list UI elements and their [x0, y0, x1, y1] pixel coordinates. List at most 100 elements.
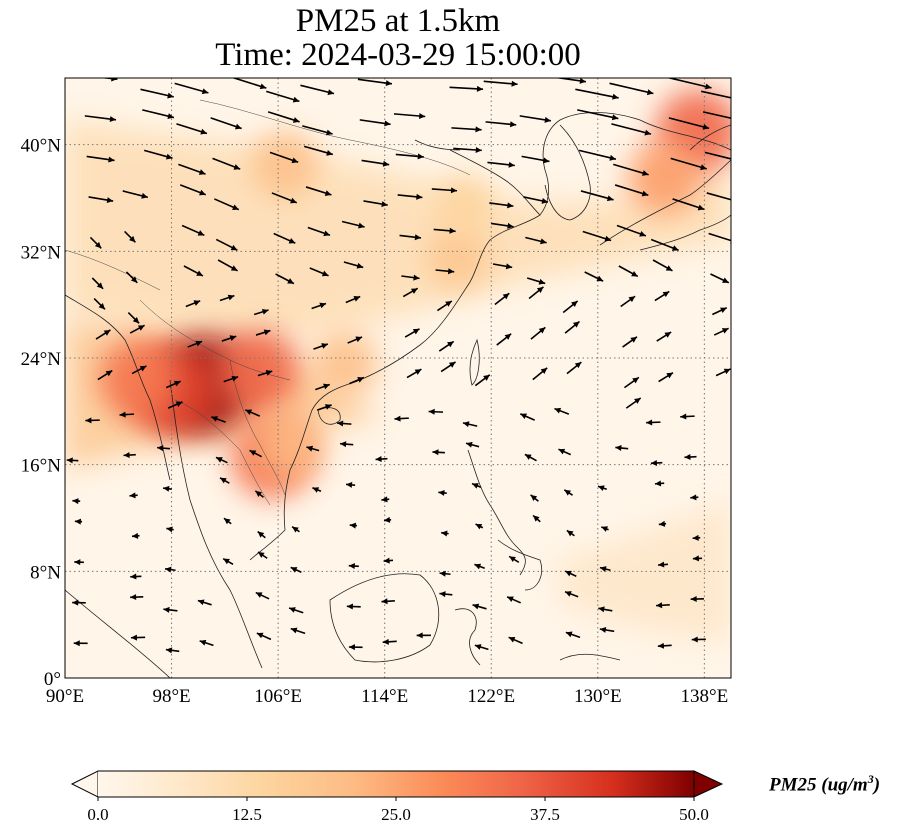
wind-arrow-shaft [554, 78, 587, 83]
wind-arrow-head [684, 453, 691, 460]
wind-arrow-head [449, 227, 456, 234]
wind-arrow-head [94, 241, 102, 249]
wind-arrow-shaft [392, 73, 427, 76]
wind-arrow-head [233, 164, 241, 170]
wind-arrow-head [257, 552, 265, 558]
lat-tick-label: 0° [44, 669, 61, 690]
wind-arrow-head [74, 518, 82, 525]
wind-arrow-head [691, 636, 698, 643]
wind-arrow-head [448, 361, 456, 368]
wind-arrow-head [292, 117, 300, 123]
wind-arrow-head [323, 230, 330, 237]
colorbar-label: PM25 (ug/m3) [769, 772, 881, 796]
wind-arrow-head [475, 126, 482, 133]
wind-arrow-head [639, 231, 646, 237]
wind-arrow-head [130, 276, 138, 283]
wind-arrow-head [646, 89, 654, 96]
wind-arrow-head [288, 237, 296, 244]
wind-arrow-head [657, 642, 665, 649]
wind-arrow-head [98, 302, 105, 310]
wind-arrow-head [265, 370, 273, 376]
wind-arrow-head [631, 270, 638, 277]
wind-arrow-head [596, 275, 604, 282]
wind-arrow-head [292, 526, 299, 533]
wind-arrow-head [572, 321, 580, 328]
lat-tick-label: 32°N [21, 242, 62, 263]
wind-arrow-head [321, 270, 329, 277]
wind-arrow-head [198, 169, 206, 175]
wind-arrow-head [163, 485, 170, 492]
wind-arrow-head [324, 404, 332, 410]
wind-arrow-head [565, 570, 572, 577]
wind-arrow-head [130, 573, 137, 580]
wind-arrow-head [566, 530, 574, 537]
wind-arrow-head [650, 459, 658, 466]
lat-tick-label: 8°N [30, 562, 61, 583]
wind-arrow-head [507, 222, 514, 229]
wind-arrow-head [199, 639, 207, 646]
wind-arrow-head [106, 197, 114, 204]
wind-arrow-head [505, 263, 513, 270]
lon-tick-label: 98°E [152, 686, 190, 707]
wind-arrow-head [175, 401, 183, 407]
wind-arrow-head [641, 190, 649, 197]
wind-arrow-head [327, 89, 335, 96]
wind-arrow-head [326, 129, 333, 136]
wind-arrow-head [290, 627, 298, 634]
wind-arrow-head [598, 606, 605, 613]
wind-arrow-head [540, 238, 547, 245]
wind-arrow-head [571, 300, 578, 308]
wind-arrow-head [74, 559, 81, 566]
colorbar-gradient [98, 771, 694, 797]
wind-arrow-head [197, 230, 205, 236]
wind-arrow-head [290, 197, 297, 204]
wind-arrow-head [439, 570, 446, 577]
wind-arrow-shaft [666, 78, 712, 89]
wind-arrow-head [609, 154, 616, 161]
latitude-tick-labels: 0° 8°N 16°N 24°N 32°N 40°N [21, 136, 62, 690]
wind-arrow-shaft [575, 88, 619, 99]
map-title: PM25 at 1.5km Time: 2024-03-29 15:00:00 [0, 4, 796, 72]
wind-arrow-head [263, 329, 271, 336]
wind-arrow-head [579, 78, 586, 84]
wind-arrow-head [447, 341, 454, 348]
wind-arrow-head [289, 607, 296, 613]
wind-arrow-head [326, 149, 333, 156]
wind-arrow-head [73, 640, 80, 647]
wind-arrow-head [630, 336, 637, 343]
wind-arrow-head [414, 234, 421, 241]
wind-arrow-head [348, 563, 355, 570]
wind-arrow-head [450, 187, 458, 194]
wind-arrow-head [511, 80, 518, 87]
wind-arrow-head [291, 157, 299, 164]
gridlines [65, 78, 731, 678]
wind-arrow-head [349, 522, 356, 529]
wind-arrow-head [337, 420, 344, 427]
wind-arrow-shaft [668, 117, 710, 130]
wind-arrow-head [255, 490, 262, 497]
wind-arrow-head [565, 591, 572, 597]
wind-arrow-head [383, 516, 391, 523]
wind-arrow-head [312, 487, 320, 493]
wind-arrow-head [287, 278, 294, 284]
wind-arrow-head [416, 632, 423, 639]
wind-arrow-shaft [609, 82, 654, 95]
wind-arrow-head [223, 558, 230, 565]
wind-arrow-head [417, 153, 424, 160]
wind-arrow-head [96, 282, 104, 289]
wind-arrow-head [216, 457, 223, 463]
colorbar: 0.0 12.5 25.0 37.5 50.0 [70, 770, 724, 824]
wind-arrow-head [642, 170, 649, 176]
wind-arrow-head [319, 302, 327, 309]
wind-arrow-head [211, 416, 218, 422]
lon-tick-label: 90°E [46, 686, 84, 707]
wind-arrow-head [507, 202, 514, 209]
longitude-tick-labels: 90°E 98°E 106°E 114°E 122°E 130°E 138°E [46, 686, 728, 707]
pm25-hotspot [251, 131, 318, 198]
wind-arrow-head [255, 592, 263, 598]
wind-arrow-head [697, 204, 705, 211]
wind-arrow-head [375, 456, 382, 463]
colorbar-tick-label: 37.5 [530, 805, 560, 824]
wind-arrow-head [413, 274, 420, 281]
wind-arrow-head [381, 496, 388, 503]
